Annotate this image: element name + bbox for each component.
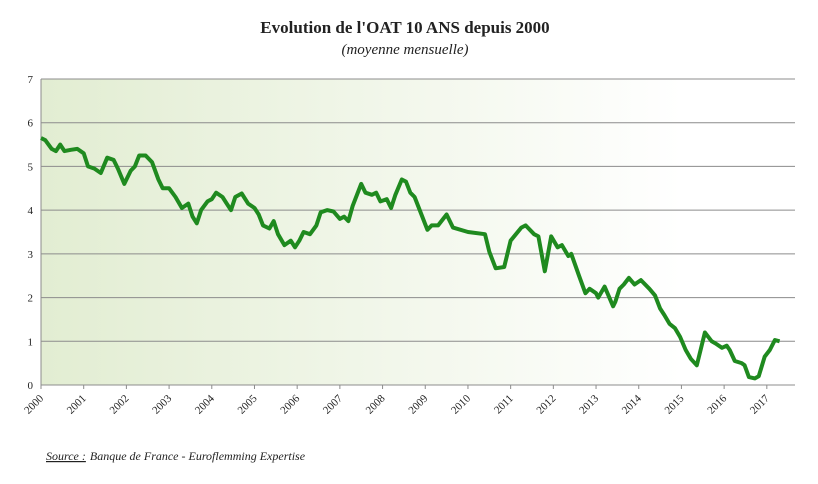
x-tick-label: 2000 — [22, 392, 46, 416]
y-tick-label: 2 — [28, 293, 34, 305]
chart-title: Evolution de l'OAT 10 ANS depuis 2000 — [260, 18, 549, 37]
y-tick-label: 3 — [28, 249, 34, 261]
x-tick-label: 2016 — [705, 392, 729, 416]
x-tick-label: 2003 — [150, 392, 174, 416]
x-tick-label: 2009 — [406, 392, 430, 416]
data-line — [40, 136, 781, 381]
plot-area — [41, 79, 795, 385]
x-tick-label: 2005 — [236, 392, 260, 416]
y-tick-label: 0 — [28, 380, 34, 392]
x-tick-label: 2007 — [321, 392, 345, 416]
y-tick-label: 5 — [28, 161, 34, 173]
y-tick-label: 4 — [28, 205, 34, 217]
x-tick-label: 2004 — [193, 392, 217, 416]
y-tick-label: 1 — [28, 336, 34, 348]
x-tick-label: 2008 — [364, 392, 388, 416]
x-tick-label: 2013 — [577, 392, 601, 416]
x-tick-label: 2015 — [663, 392, 687, 416]
x-tick-label: 2006 — [278, 392, 302, 416]
y-tick-label: 7 — [28, 74, 34, 86]
chart-subtitle: (moyenne mensuelle) — [341, 42, 468, 58]
x-tick-label: 2011 — [492, 393, 516, 417]
y-tick-label: 6 — [28, 118, 34, 130]
source: Source : Banque de France - Euroflemming … — [46, 449, 306, 463]
source-text: Banque de France - Euroflemming Expertis… — [90, 449, 306, 463]
x-tick-label: 2002 — [107, 393, 131, 417]
x-tick-label: 2012 — [534, 393, 558, 417]
x-tick-label: 2010 — [449, 392, 473, 416]
source-label: Source : — [46, 449, 86, 463]
x-tick-label: 2017 — [748, 392, 772, 416]
x-tick-label: 2014 — [620, 392, 644, 416]
x-tick-label: 2001 — [65, 393, 89, 417]
